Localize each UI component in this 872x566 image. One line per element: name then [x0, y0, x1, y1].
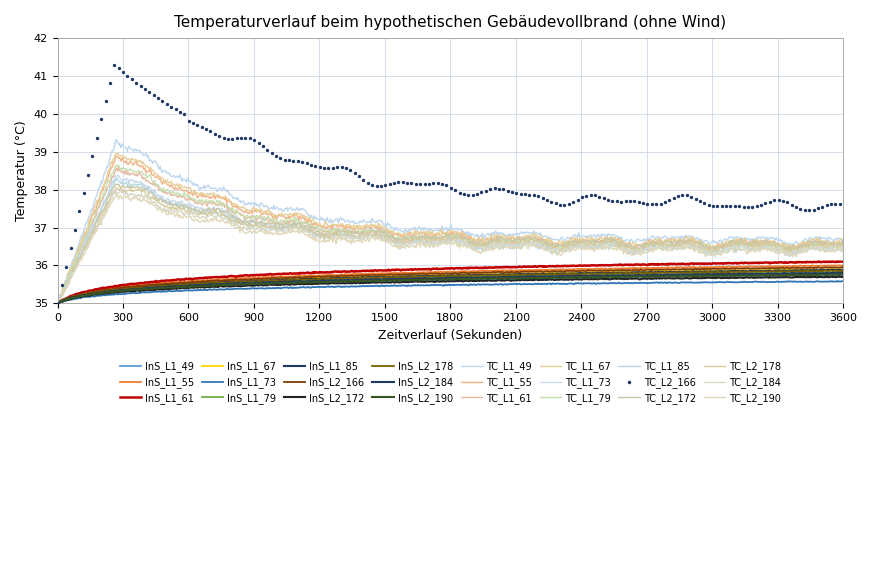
Title: Temperaturverlauf beim hypothetischen Gebäudevollbrand (ohne Wind): Temperaturverlauf beim hypothetischen Ge… — [174, 15, 726, 30]
Y-axis label: Temperatur (°C): Temperatur (°C) — [15, 121, 28, 221]
X-axis label: Zeitverlauf (Sekunden): Zeitverlauf (Sekunden) — [378, 329, 522, 342]
Legend: InS_L1_49, InS_L1_55, InS_L1_61, InS_L1_67, InS_L1_73, InS_L1_79, InS_L1_85, InS: InS_L1_49, InS_L1_55, InS_L1_61, InS_L1_… — [119, 361, 780, 404]
